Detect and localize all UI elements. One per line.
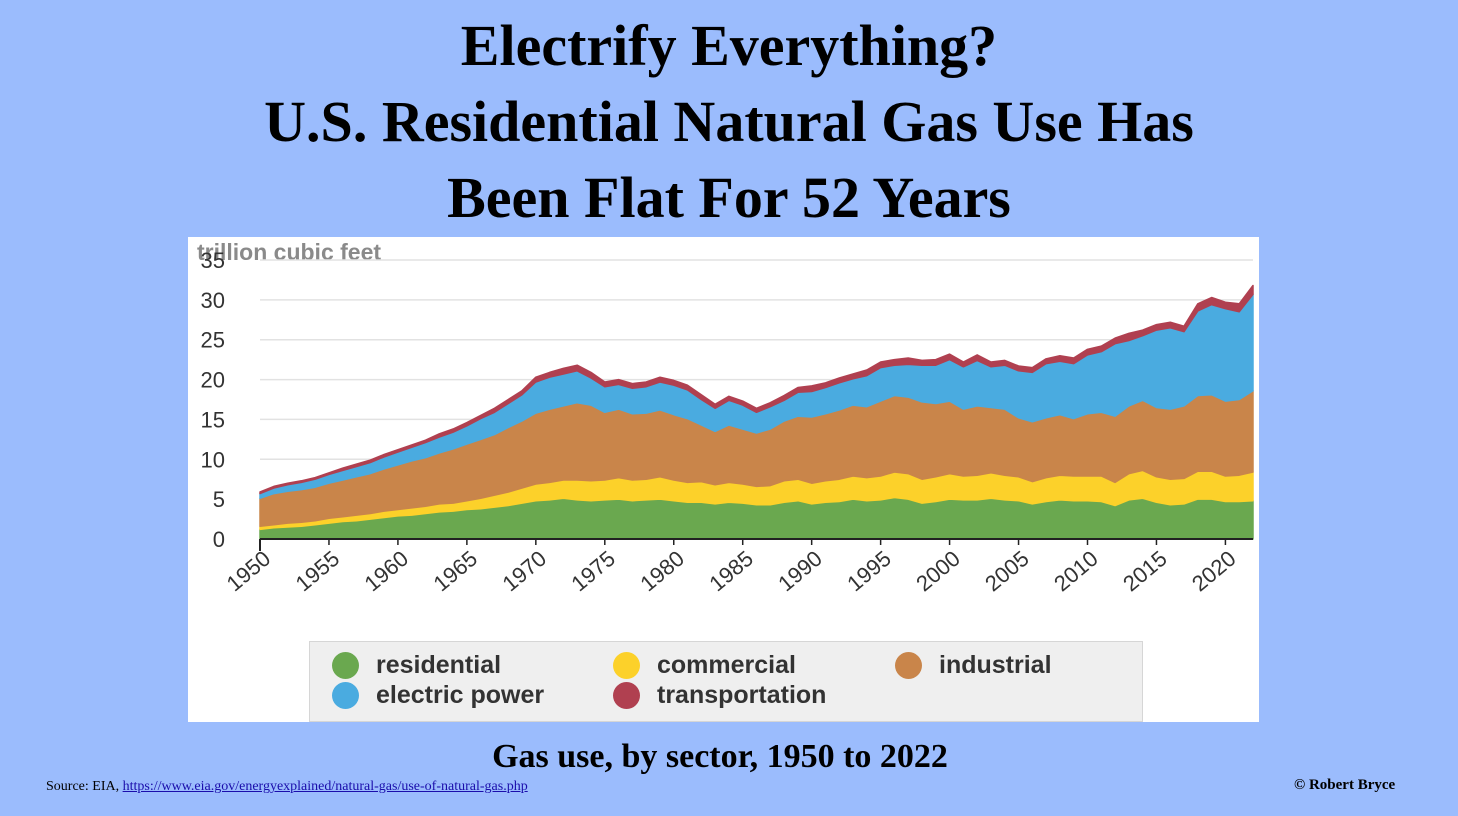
x-tick-label: 1970 <box>497 546 551 597</box>
x-tick-label: 2010 <box>1049 546 1103 597</box>
y-tick-label: 30 <box>201 288 225 313</box>
legend-swatch <box>613 652 640 679</box>
y-tick-label: 5 <box>213 487 225 512</box>
stacked-area-chart: 0 5 10 15 20 25 30 35 1950 1955 1960 1965 1970 1975 19… <box>201 248 1254 597</box>
chart-legend: residential commercial industrial electric … <box>309 641 1143 722</box>
chart-panel: trillion cubic feet 0 5 10 15 20 25 30 35 1950 19… <box>188 237 1259 722</box>
title-line-2: U.S. Residential Natural Gas Use Has <box>264 89 1194 154</box>
source-link[interactable]: https://www.eia.gov/energyexplained/natu… <box>122 779 528 794</box>
x-tick-label: 1965 <box>429 546 483 597</box>
legend-swatch <box>613 682 640 709</box>
x-tick-label: 1990 <box>773 546 827 597</box>
y-tick-label: 0 <box>213 527 225 552</box>
legend-swatch <box>332 682 359 709</box>
title-line-3: Been Flat For 52 Years <box>447 165 1011 230</box>
x-tick-label: 1985 <box>704 546 758 597</box>
x-tick-label: 1960 <box>360 546 414 597</box>
x-tick-label: 2020 <box>1187 546 1241 597</box>
x-tick-label: 1995 <box>842 546 896 597</box>
y-tick-label: 10 <box>201 447 225 472</box>
legend-label: industrial <box>939 651 1052 679</box>
x-tick-label: 1975 <box>566 546 620 597</box>
x-tick-label: 2005 <box>980 546 1034 597</box>
x-tick-label: 1950 <box>222 546 276 597</box>
title-line-1: Electrify Everything? <box>460 13 998 78</box>
chart-caption: Gas use, by sector, 1950 to 2022 <box>492 738 948 775</box>
y-tick-label: 35 <box>201 248 225 273</box>
slide-title: Electrify Everything? U.S. Residential N… <box>0 8 1458 236</box>
source-prefix: Source: EIA, <box>46 779 123 794</box>
legend-label: residential <box>376 651 502 679</box>
y-tick-label: 20 <box>201 368 225 393</box>
source-note: Source: EIA, https://www.eia.gov/energye… <box>46 779 528 795</box>
legend-swatch <box>332 652 359 679</box>
copyright-credit: © Robert Bryce <box>1294 777 1396 793</box>
y-tick-label: 25 <box>201 328 225 353</box>
area-transportation <box>259 284 1254 495</box>
x-tick-label: 2015 <box>1118 546 1172 597</box>
x-tick-label: 1980 <box>635 546 689 597</box>
legend-label: electric power <box>376 681 545 709</box>
x-tick-label: 1955 <box>291 546 345 597</box>
legend-label: commercial <box>657 651 796 679</box>
legend-swatch <box>895 652 922 679</box>
legend-label: transportation <box>657 681 827 709</box>
x-tick-label: 2000 <box>911 546 965 597</box>
y-tick-label: 15 <box>201 407 225 432</box>
